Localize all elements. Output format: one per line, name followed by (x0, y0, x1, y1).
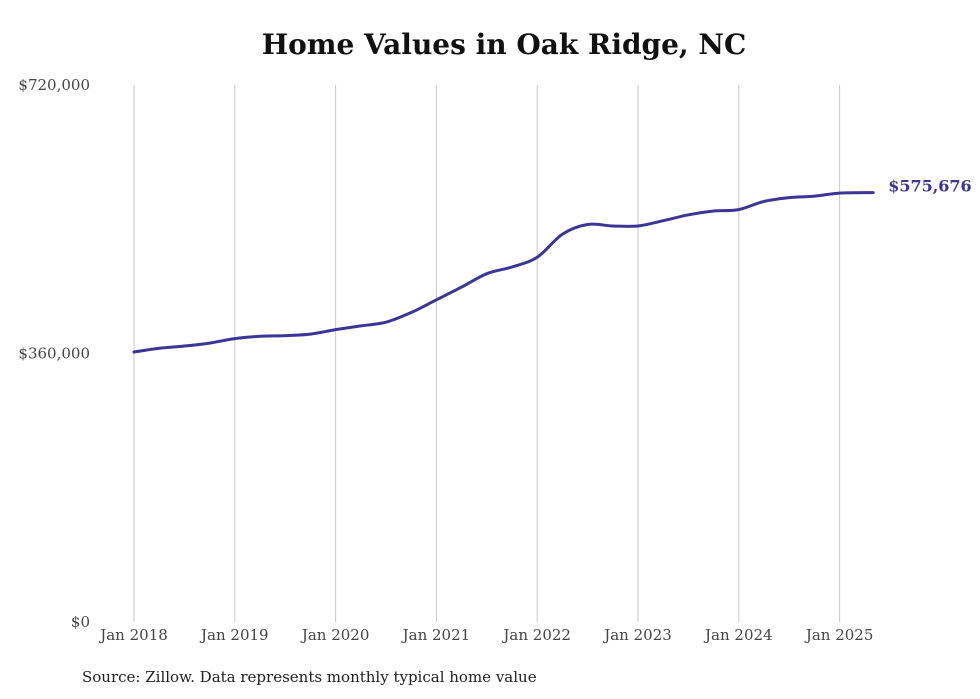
x-tick-label: Jan 2021 (401, 626, 471, 644)
source-note: Source: Zillow. Data represents monthly … (82, 668, 537, 686)
x-tick-label: Jan 2025 (804, 626, 874, 644)
end-value-label: $575,676 (888, 177, 972, 196)
x-tick-label: Jan 2024 (703, 626, 773, 644)
y-axis: $0 $360,000 $720,000 (18, 76, 90, 631)
x-axis: Jan 2018 Jan 2019 Jan 2020 Jan 2021 Jan 2022… (98, 626, 873, 644)
x-tick-label: Jan 2022 (501, 626, 571, 644)
x-tick-label: Jan 2023 (602, 626, 672, 644)
x-tick-label: Jan 2018 (98, 626, 168, 644)
gridlines (133, 85, 841, 622)
x-tick-label: Jan 2020 (300, 626, 370, 644)
x-tick-label: Jan 2019 (199, 626, 269, 644)
chart-title: Home Values in Oak Ridge, NC (261, 28, 747, 61)
series-line (132, 191, 875, 354)
y-tick-label: $720,000 (18, 76, 90, 94)
y-tick-label: $0 (71, 613, 90, 631)
y-tick-label: $360,000 (18, 345, 90, 363)
